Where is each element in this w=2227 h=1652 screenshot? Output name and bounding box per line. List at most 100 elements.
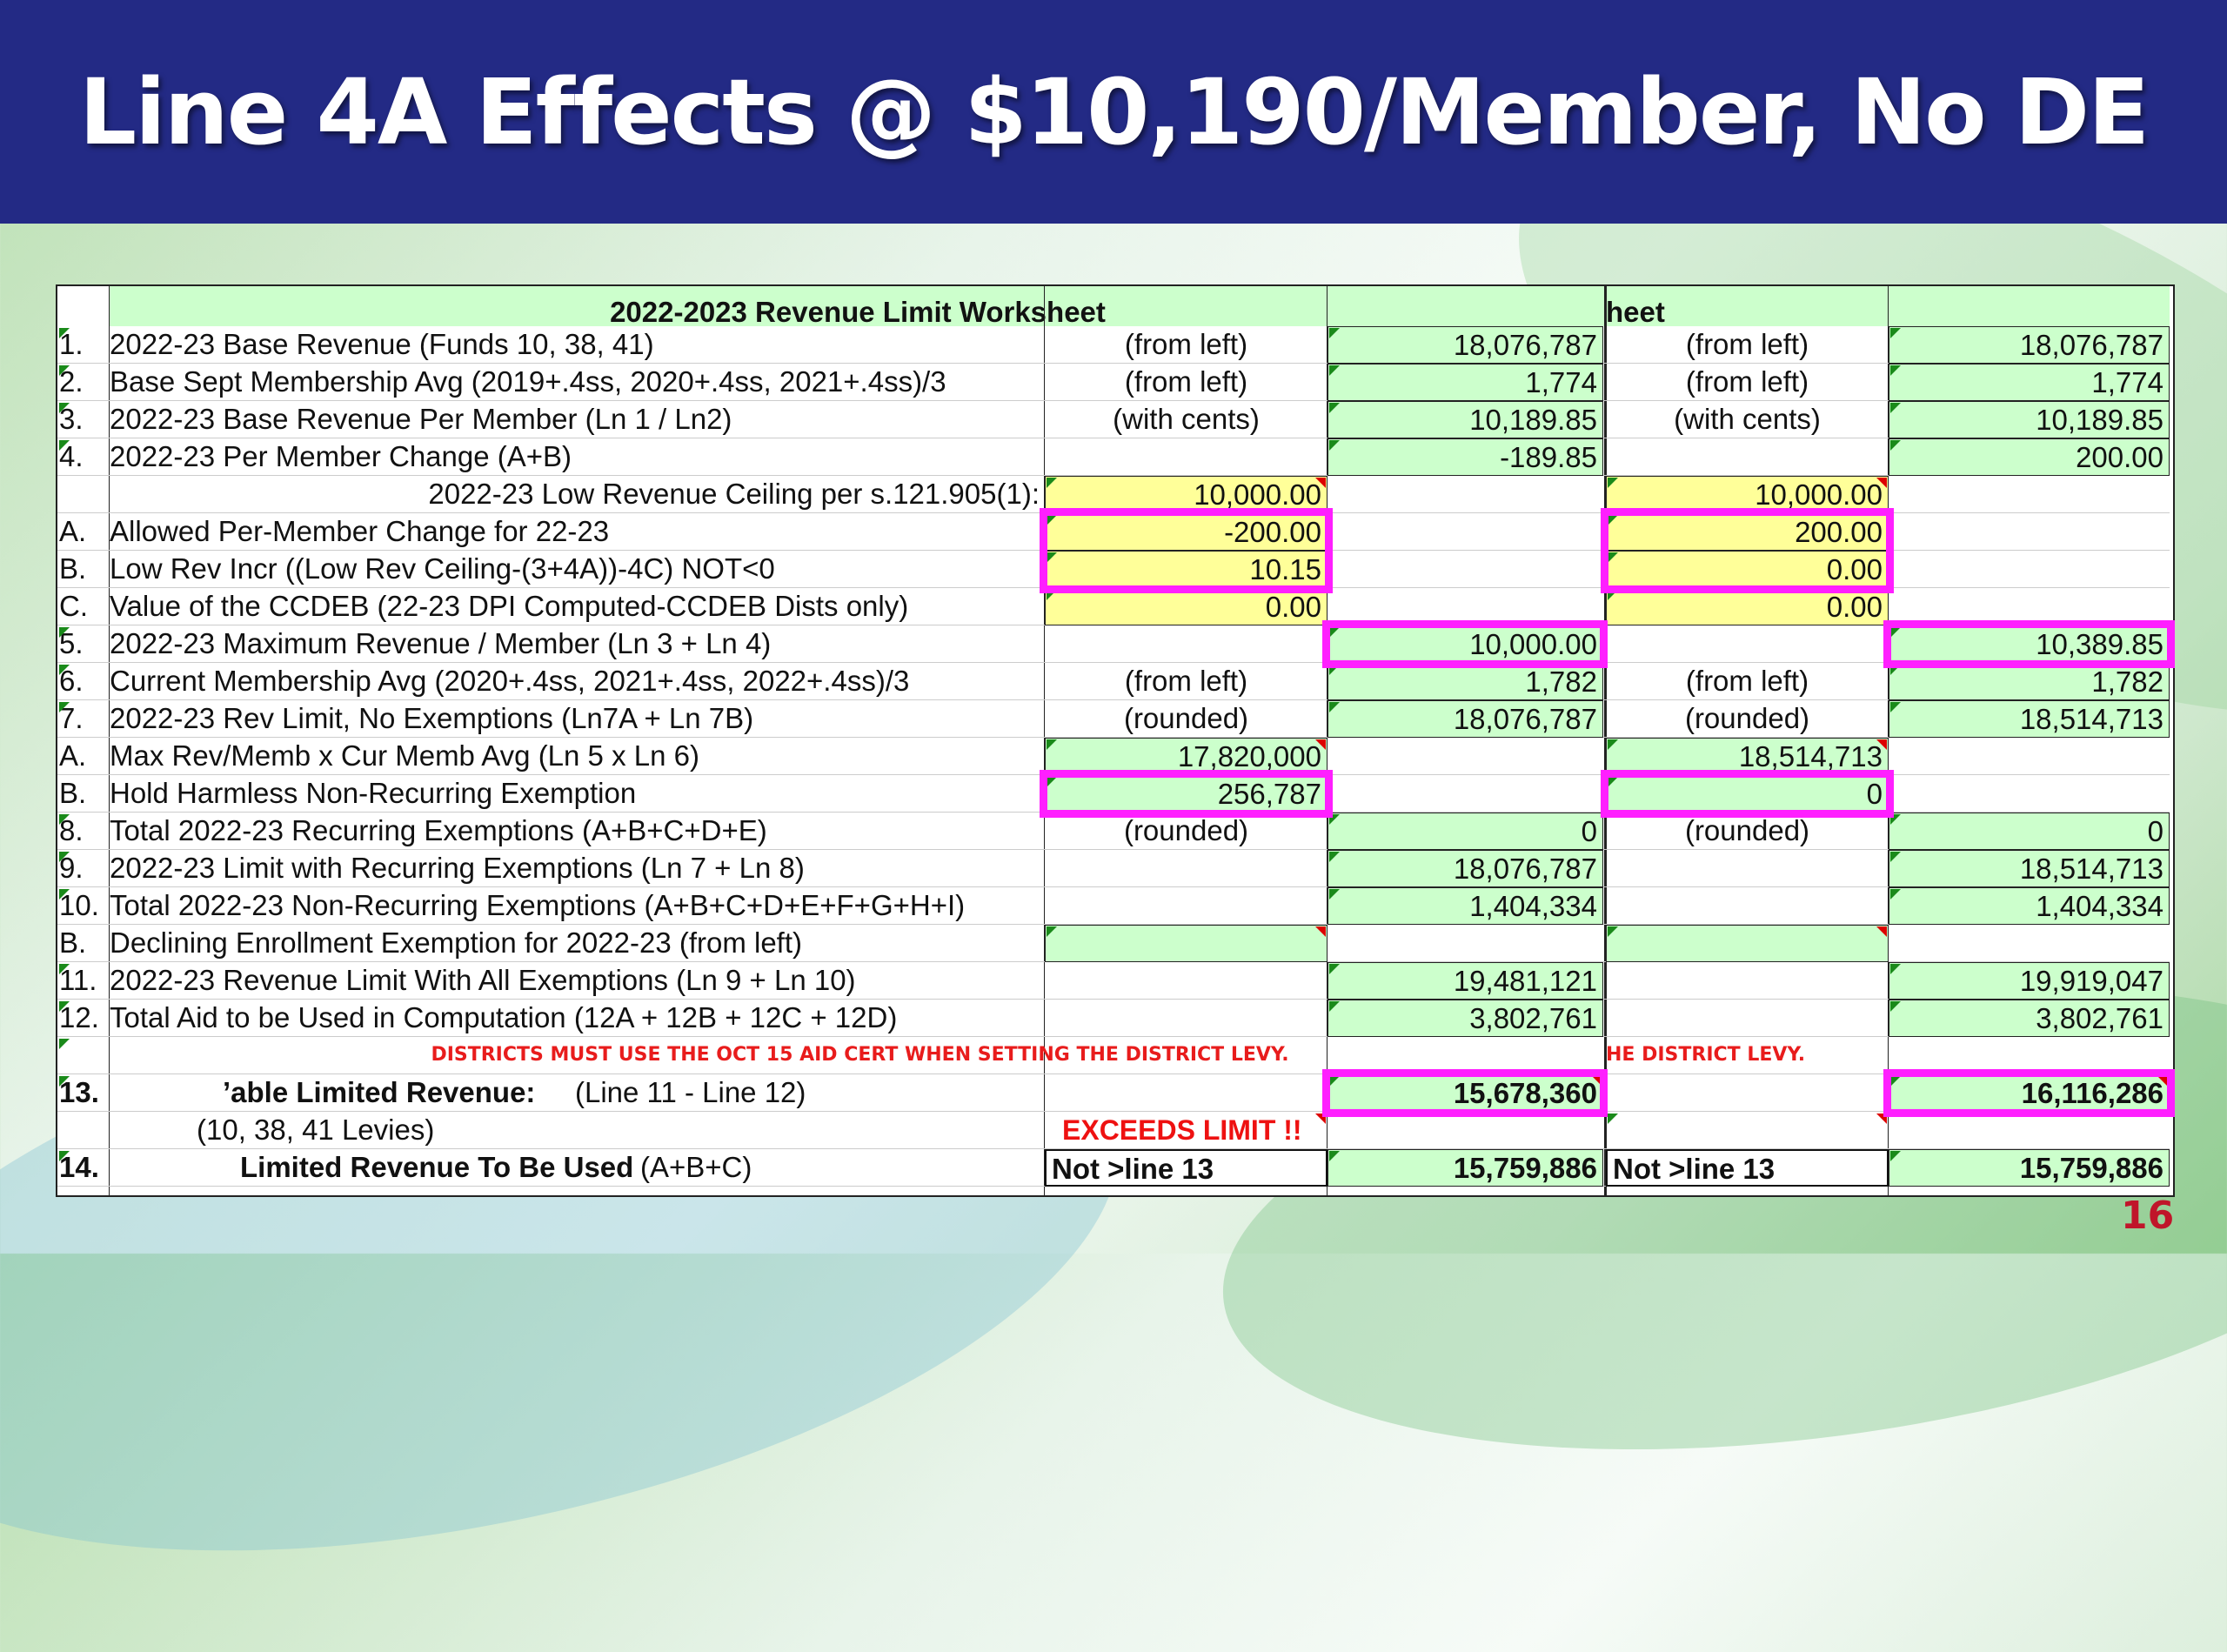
cell-marker-icon	[59, 365, 70, 376]
line-number: B.	[59, 777, 87, 809]
line-number: C.	[59, 590, 88, 622]
computed-value: 15,759,886	[1328, 1149, 1603, 1187]
row-description: Max Rev/Memb x Cur Memb Avg (Ln 5 x Ln 6…	[110, 739, 699, 772]
computed-value: 18,076,787	[1889, 326, 2170, 364]
line-number: A.	[59, 739, 87, 772]
computed-value: 15,759,886	[1889, 1149, 2170, 1187]
line-number: B.	[59, 926, 87, 959]
computed-value: 1,774	[1889, 364, 2170, 401]
computed-value: 15,678,360	[1328, 1074, 1603, 1112]
computed-value: 10,389.85	[1889, 625, 2170, 663]
computed-value: 16,116,286	[1889, 1074, 2170, 1112]
cell-marker-icon	[1329, 665, 1340, 675]
cell-marker-icon	[1329, 1151, 1340, 1161]
comment-marker-icon	[1876, 1114, 1887, 1124]
cell-marker-icon	[1047, 552, 1057, 563]
comment-marker-icon	[1315, 1114, 1326, 1124]
worksheet-title: 2022-2023 Revenue Limit Worksheet	[110, 286, 1606, 326]
computed-value: 3,802,761	[1889, 1000, 2170, 1037]
levy-warning: DISTRICTS MUST USE THE OCT 15 AID CERT W…	[431, 1044, 1289, 1066]
input-cell[interactable]: 200.00	[1606, 513, 1889, 551]
cell-marker-icon	[1890, 665, 1901, 675]
input-cell[interactable]: 10.15	[1045, 551, 1328, 588]
input-cell[interactable]: 17,820,000	[1045, 738, 1328, 775]
input-cell[interactable]: 0	[1606, 775, 1889, 813]
cell-marker-icon	[1329, 328, 1340, 338]
cell-marker-icon	[1329, 814, 1340, 825]
row-divider	[57, 999, 2170, 1000]
computed-value: 19,919,047	[1889, 962, 2170, 1000]
cell-marker-icon	[1047, 515, 1057, 525]
cell-marker-icon	[1329, 1001, 1340, 1012]
row-description: 2022-23 Per Member Change (A+B)	[110, 440, 572, 472]
input-cell[interactable]: 10,000.00	[1045, 476, 1328, 513]
row-divider	[57, 886, 2170, 887]
cell-marker-icon	[1608, 552, 1618, 563]
row-description: Total Aid to be Used in Computation (12A…	[110, 1001, 898, 1033]
row-description: 2022-23 Base Revenue (Funds 10, 38, 41)	[110, 328, 654, 360]
cell-marker-icon	[1329, 403, 1340, 413]
line-number: B.	[59, 552, 87, 585]
row-divider	[57, 699, 2170, 700]
row-divider	[57, 849, 2170, 850]
computed-value: -189.85	[1328, 438, 1603, 476]
cell-marker-icon	[1329, 627, 1340, 638]
cell-marker-icon	[59, 1076, 70, 1087]
input-cell[interactable]: 10,000.00	[1606, 476, 1889, 513]
input-cell[interactable]	[1045, 925, 1328, 962]
row-note: (rounded)	[1684, 814, 1810, 846]
row-note: (rounded)	[1684, 702, 1810, 734]
computed-value: 1,404,334	[1328, 887, 1603, 925]
computed-value: 18,076,787	[1328, 850, 1603, 887]
computed-value: 3,802,761	[1328, 1000, 1603, 1037]
row-description: 2022-23 Limit with Recurring Exemptions …	[110, 852, 805, 884]
computed-value: 1,774	[1328, 364, 1603, 401]
computed-value: 10,000.00	[1328, 625, 1603, 663]
row-description: 2022-23 Rev Limit, No Exemptions (Ln7A +…	[110, 702, 754, 734]
limit-note: Not >line 13	[1606, 1149, 1889, 1187]
row-note: (from left)	[1124, 365, 1248, 398]
cell-marker-icon	[1890, 328, 1901, 338]
row-description: 2022-23 Revenue Limit With All Exemption…	[110, 964, 856, 996]
row-divider	[57, 1111, 2170, 1112]
slide-title: Line 4A Effects @ $10,190/Member, No DE	[78, 58, 2150, 165]
row-divider	[57, 1073, 2170, 1074]
input-cell[interactable]: -200.00	[1045, 513, 1328, 551]
comment-marker-icon	[1876, 478, 1887, 488]
computed-value: 18,514,713	[1889, 850, 2170, 887]
comment-marker-icon	[1315, 739, 1326, 750]
cell-marker-icon	[1047, 926, 1057, 937]
computed-value: 200.00	[1889, 438, 2170, 476]
input-cell[interactable]: 18,514,713	[1606, 738, 1889, 775]
row-description: Low Rev Incr ((Low Rev Ceiling-(3+4A))-4…	[110, 552, 775, 585]
computed-value: 0	[1328, 813, 1603, 850]
row-divider	[57, 363, 2170, 364]
row-description: Current Membership Avg (2020+.4ss, 2021+…	[110, 665, 910, 697]
cell-marker-icon	[59, 852, 70, 862]
cell-marker-icon	[1608, 777, 1618, 787]
input-cell[interactable]	[1606, 925, 1889, 962]
cell-marker-icon	[1890, 1001, 1901, 1012]
row-description: Total 2022-23 Recurring Exemptions (A+B+…	[110, 814, 767, 846]
input-cell[interactable]: 0.00	[1045, 588, 1328, 625]
input-cell[interactable]: 0.00	[1606, 588, 1889, 625]
row-note: (rounded)	[1123, 702, 1249, 734]
row-note: (from left)	[1685, 328, 1809, 360]
cell-marker-icon	[1329, 1076, 1340, 1087]
cell-marker-icon	[59, 1001, 70, 1012]
cell-marker-icon	[1608, 478, 1618, 488]
row-divider	[57, 1148, 2170, 1149]
cell-marker-icon	[1890, 964, 1901, 974]
cell-marker-icon	[59, 889, 70, 900]
input-cell[interactable]: 256,787	[1045, 775, 1328, 813]
row-divider	[57, 475, 2170, 476]
grid-line	[1044, 286, 1045, 1195]
cell-marker-icon	[1890, 1151, 1901, 1161]
row-divider	[57, 400, 2170, 401]
cell-marker-icon	[59, 964, 70, 974]
input-cell[interactable]: 0.00	[1606, 551, 1889, 588]
row-note: (from left)	[1685, 365, 1809, 398]
revenue-limit-worksheet: 2022-2023 Revenue Limit Worksheet heet 1. 2…	[56, 284, 2175, 1197]
computed-value: 19,481,121	[1328, 962, 1603, 1000]
title-banner: Line 4A Effects @ $10,190/Member, No DE	[0, 0, 2227, 224]
